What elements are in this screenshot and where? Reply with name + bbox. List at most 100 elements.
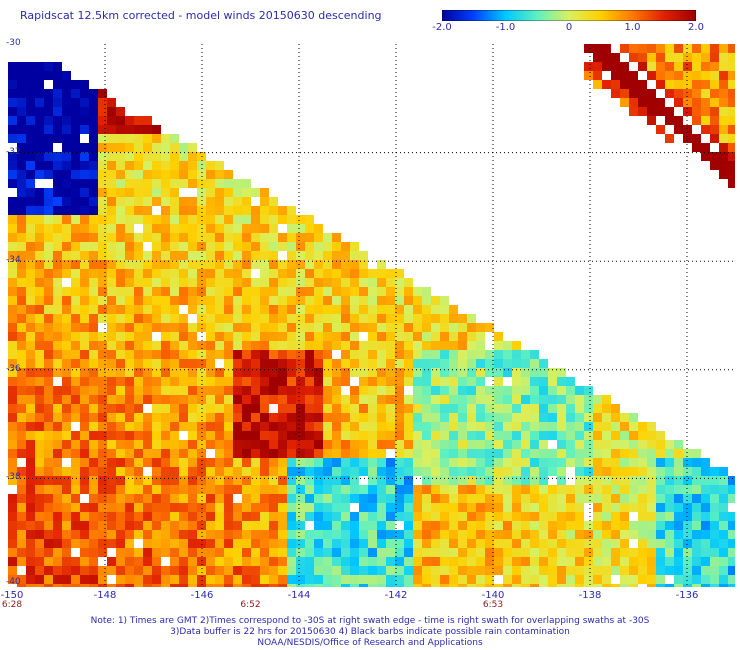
wind-cell [296, 233, 305, 242]
wind-cell [269, 341, 278, 350]
wind-cell [674, 530, 683, 539]
wind-cell [80, 395, 89, 404]
wind-cell [107, 314, 116, 323]
wind-cell [368, 404, 377, 413]
wind-cell [521, 413, 530, 422]
wind-cell [116, 584, 125, 593]
wind-cell [422, 494, 431, 503]
wind-cell [62, 314, 71, 323]
wind-cell [260, 359, 269, 368]
wind-cell [62, 98, 71, 107]
wind-cell [458, 512, 467, 521]
wind-cell [251, 476, 260, 485]
wind-cell [35, 485, 44, 494]
wind-cell [206, 530, 215, 539]
wind-cell [161, 395, 170, 404]
wind-cell [242, 404, 251, 413]
wind-cell [350, 440, 359, 449]
wind-cell [206, 206, 215, 215]
wind-cell [314, 395, 323, 404]
wind-cell [188, 575, 197, 584]
wind-cell [710, 476, 719, 485]
wind-cell [296, 287, 305, 296]
wind-cell [665, 107, 674, 116]
wind-cell [431, 404, 440, 413]
wind-cell [242, 521, 251, 530]
wind-cell [125, 485, 134, 494]
wind-cell [152, 188, 161, 197]
wind-cell [521, 422, 530, 431]
wind-cell [71, 575, 80, 584]
wind-cell [665, 89, 674, 98]
wind-cell [152, 539, 161, 548]
wind-cell [359, 566, 368, 575]
wind-cell [656, 53, 665, 62]
wind-cell [638, 494, 647, 503]
wind-cell [602, 53, 611, 62]
wind-cell [26, 80, 35, 89]
wind-cell [17, 449, 26, 458]
wind-cell [521, 359, 530, 368]
wind-cell [80, 413, 89, 422]
wind-cell [161, 197, 170, 206]
wind-cell [494, 494, 503, 503]
wind-cell [431, 359, 440, 368]
wind-cell [242, 296, 251, 305]
wind-cell [620, 548, 629, 557]
wind-cell [593, 512, 602, 521]
wind-cell [530, 467, 539, 476]
wind-cell [557, 449, 566, 458]
wind-cell [305, 395, 314, 404]
wind-cell [35, 539, 44, 548]
wind-cell [35, 404, 44, 413]
wind-cell [386, 359, 395, 368]
wind-cell [467, 521, 476, 530]
latitude-label: -38 [6, 472, 21, 483]
wind-cell [710, 98, 719, 107]
wind-cell [71, 404, 80, 413]
wind-cell [62, 125, 71, 134]
wind-cell [206, 305, 215, 314]
wind-cell [197, 467, 206, 476]
wind-cell [224, 548, 233, 557]
wind-cell [53, 440, 62, 449]
wind-cell [89, 215, 98, 224]
wind-cell [323, 584, 332, 593]
wind-cell [521, 440, 530, 449]
wind-cell [98, 431, 107, 440]
wind-cell [350, 575, 359, 584]
wind-cell [647, 98, 656, 107]
wind-cell [8, 233, 17, 242]
wind-cell [494, 422, 503, 431]
wind-cell [359, 269, 368, 278]
wind-cell [134, 377, 143, 386]
wind-cell [179, 233, 188, 242]
wind-cell [593, 575, 602, 584]
wind-cell [332, 413, 341, 422]
wind-cell [134, 359, 143, 368]
wind-cell [629, 80, 638, 89]
note-line-1: Note: 1) Times are GMT 2)Times correspon… [90, 616, 650, 626]
wind-cell [98, 386, 107, 395]
wind-cell [413, 305, 422, 314]
wind-cell [539, 557, 548, 566]
wind-cell [152, 260, 161, 269]
wind-cell [458, 521, 467, 530]
wind-cell [206, 224, 215, 233]
wind-cell [116, 440, 125, 449]
wind-cell [629, 53, 638, 62]
wind-cell [503, 341, 512, 350]
wind-cell [53, 116, 62, 125]
wind-cell [287, 440, 296, 449]
wind-cell [692, 575, 701, 584]
wind-cell [107, 233, 116, 242]
wind-cell [134, 215, 143, 224]
wind-cell [359, 503, 368, 512]
wind-cell [224, 584, 233, 593]
wind-cell [404, 377, 413, 386]
wind-cell [125, 494, 134, 503]
wind-cell [593, 548, 602, 557]
wind-cell [557, 494, 566, 503]
wind-cell [44, 431, 53, 440]
wind-cell [224, 503, 233, 512]
